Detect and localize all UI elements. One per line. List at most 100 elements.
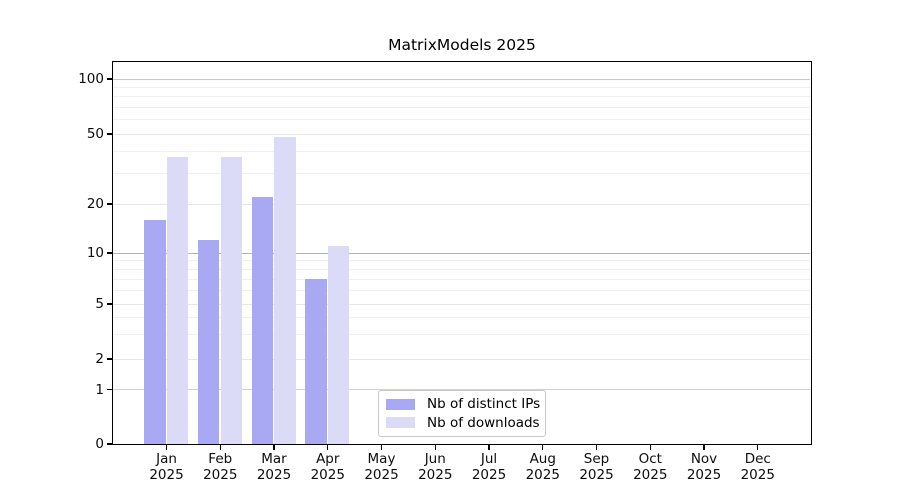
y-tick-label: 2 <box>95 351 104 367</box>
y-tick <box>106 203 113 205</box>
x-tick-label-month: Feb <box>208 451 233 467</box>
x-tick-label-year: 2025 <box>203 466 238 483</box>
x-tick-label: Jan 2025 <box>135 451 199 483</box>
x-tick <box>649 444 651 451</box>
bar-downloads <box>328 246 350 444</box>
gridline <box>113 303 810 305</box>
x-tick-label: Dec 2025 <box>726 451 790 483</box>
x-tick <box>542 444 544 451</box>
legend-swatch-downloads <box>386 417 415 429</box>
y-tick-label: 0 <box>95 436 104 452</box>
chart-title: MatrixModels 2025 <box>388 36 536 54</box>
x-tick-label-month: Oct <box>638 451 662 467</box>
gridline <box>113 96 810 98</box>
gridline <box>113 106 810 108</box>
x-tick <box>219 444 221 451</box>
x-tick-label-year: 2025 <box>471 466 507 483</box>
plot-area <box>113 62 810 444</box>
x-tick-label-month: Apr <box>316 451 340 467</box>
legend-swatch-distinct-ips <box>386 398 415 410</box>
x-tick-label-year: 2025 <box>149 466 184 483</box>
x-tick-label-month: Aug <box>529 451 556 467</box>
x-tick-label-month: Jan <box>156 451 177 467</box>
x-tick <box>488 444 490 451</box>
gridline <box>113 290 810 292</box>
x-tick-label: Sep 2025 <box>565 451 629 483</box>
bar-downloads <box>166 157 189 444</box>
gridline <box>113 358 810 360</box>
gridline <box>113 119 810 121</box>
legend-label-distinct-ips: Nb of distinct IPs <box>427 396 541 413</box>
gridline <box>113 268 810 270</box>
y-tick-label: 20 <box>86 196 104 212</box>
gridline <box>113 260 810 262</box>
gridline <box>113 252 810 254</box>
x-tick-label: Jul 2025 <box>457 451 521 483</box>
x-tick-label-month: Dec <box>744 451 771 467</box>
y-tick-label: 100 <box>78 71 104 87</box>
x-tick-label: Mar 2025 <box>242 451 306 483</box>
bar-distinct-ips <box>197 240 220 444</box>
x-tick-label: Jun 2025 <box>403 451 467 483</box>
y-tick <box>106 252 113 254</box>
x-tick-label: Oct 2025 <box>618 451 682 483</box>
gridline <box>113 133 810 135</box>
gridline <box>113 203 810 205</box>
x-tick-label-year: 2025 <box>310 466 345 483</box>
y-tick <box>106 358 113 360</box>
x-tick-label-month: Sep <box>583 451 610 467</box>
x-tick-label-year: 2025 <box>633 466 668 483</box>
x-tick-label-month: Jul <box>480 451 498 467</box>
x-tick-label-year: 2025 <box>364 466 399 483</box>
x-tick-label-month: Mar <box>261 451 287 467</box>
x-tick-label-year: 2025 <box>579 466 614 483</box>
x-tick-label: Nov 2025 <box>672 451 736 483</box>
x-tick-label-year: 2025 <box>525 466 560 483</box>
x-tick <box>327 444 329 451</box>
x-tick <box>165 444 168 451</box>
gridline <box>113 389 810 390</box>
gridline <box>113 150 810 152</box>
bar-distinct-ips <box>251 196 274 444</box>
x-tick <box>380 444 383 451</box>
gridline <box>113 278 810 280</box>
gridline <box>113 86 810 88</box>
x-tick-label-year: 2025 <box>740 466 775 483</box>
legend: Nb of distinct IPs Nb of downloads <box>378 390 546 437</box>
x-tick-label-year: 2025 <box>256 466 292 483</box>
bar-downloads <box>220 157 242 444</box>
x-tick-label: Apr 2025 <box>296 451 360 483</box>
y-tick <box>106 78 113 80</box>
bar-distinct-ips <box>305 279 327 444</box>
x-tick-label-year: 2025 <box>418 466 453 483</box>
x-tick-label-year: 2025 <box>686 466 722 483</box>
legend-label-downloads: Nb of downloads <box>427 414 540 431</box>
gridline <box>113 316 810 318</box>
gridline <box>113 172 810 174</box>
x-tick <box>703 444 705 451</box>
x-tick-label: Aug 2025 <box>511 451 575 483</box>
y-tick-label: 10 <box>86 245 104 261</box>
gridline <box>113 334 810 336</box>
y-tick-label: 5 <box>95 296 104 312</box>
x-tick <box>757 444 759 451</box>
y-tick <box>106 303 113 305</box>
y-tick-label: 50 <box>86 126 104 142</box>
x-tick-label: May 2025 <box>350 451 414 483</box>
y-tick <box>106 133 113 135</box>
legend-row-distinct-ips: Nb of distinct IPs <box>386 396 541 413</box>
x-tick-label-month: Nov <box>690 451 718 467</box>
y-tick <box>106 388 113 391</box>
x-tick <box>273 444 275 451</box>
y-tick <box>106 443 113 445</box>
gridline <box>113 78 810 80</box>
x-tick-label: Feb 2025 <box>188 451 252 483</box>
bar-downloads <box>274 137 296 444</box>
bar-distinct-ips <box>144 219 166 444</box>
x-tick <box>595 444 598 451</box>
x-tick-label-month: Jun <box>424 451 446 467</box>
x-tick <box>434 444 436 451</box>
legend-row-downloads: Nb of downloads <box>386 414 540 431</box>
x-tick-label-month: May <box>367 451 396 467</box>
